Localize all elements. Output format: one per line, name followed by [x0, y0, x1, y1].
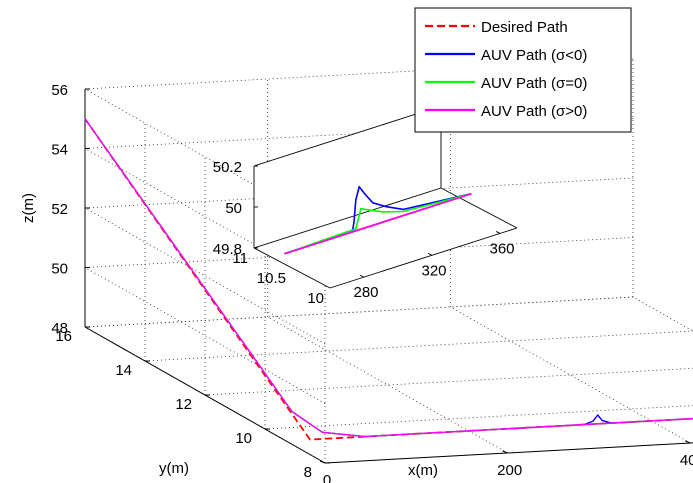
inset-box-edge	[440, 187, 518, 229]
inset-x-tick-label: 320	[421, 262, 446, 279]
legend-label: Desired Path	[481, 19, 568, 36]
y-axis-title: y(m)	[159, 460, 189, 477]
inset-box-edge	[253, 247, 331, 289]
inset-box-edge	[253, 105, 442, 167]
x-tick-label: 400	[680, 452, 693, 469]
main-series	[84, 118, 693, 441]
x-tick-label: 200	[497, 462, 522, 479]
inset-box-edge	[329, 227, 518, 289]
inset-x-tick-mark	[427, 252, 433, 256]
inset-z-tick-label: 50.2	[213, 159, 242, 176]
inset-x-tick-label: 360	[489, 240, 514, 257]
inset-z-tick-label: 49.8	[213, 241, 242, 258]
x-tick-mark	[685, 440, 691, 444]
x-tick-mark	[319, 460, 326, 464]
legend: Desired Path AUV Path (σ<0) AUV Path (σ=0)…	[414, 7, 632, 133]
series-line-3	[84, 118, 693, 438]
inset-series-line-1	[284, 185, 472, 255]
z-tick-label: 52	[51, 201, 68, 218]
z-axis-title: z(m)	[20, 193, 37, 223]
legend-label: AUV Path (σ>0)	[481, 103, 587, 120]
inset-x-tick-label: 280	[353, 284, 378, 301]
z-tick-label: 56	[51, 82, 68, 99]
legend-label: AUV Path (σ<0)	[481, 47, 587, 64]
inset-series-line-3	[284, 192, 472, 255]
x-axis-line	[324, 442, 693, 464]
inset-y-tick-label: 11	[232, 250, 248, 267]
inset-box-edge	[253, 187, 442, 249]
x-tick-mark	[502, 450, 508, 454]
x-tick-label: 0	[323, 472, 331, 483]
x-axis-title: x(m)	[408, 462, 438, 479]
y-tick-label: 8	[304, 464, 312, 481]
inset-y-tick-label: 10.5	[257, 270, 286, 287]
inset-y-tick-label: 10	[307, 290, 324, 307]
inset-x-tick-mark	[495, 231, 501, 234]
legend-box	[414, 7, 632, 133]
z-tick-label: 50	[51, 261, 68, 278]
z-tick-label: 48	[51, 320, 68, 337]
y-tick-label: 12	[175, 396, 192, 413]
main-axes: 02004006008101214164850525456x(m)y(m)z(m…	[20, 82, 693, 483]
y-tick-label: 10	[235, 430, 252, 447]
y-tick-label: 16	[55, 328, 72, 345]
y-tick-label: 14	[115, 362, 132, 379]
inset-z-tick-label: 50	[225, 200, 242, 217]
inset-series-line-2	[284, 192, 472, 255]
legend-label: AUV Path (σ=0)	[481, 75, 587, 92]
z-tick-label: 54	[51, 142, 68, 159]
inset-x-tick-mark	[359, 274, 365, 278]
series-line-0	[84, 118, 693, 441]
